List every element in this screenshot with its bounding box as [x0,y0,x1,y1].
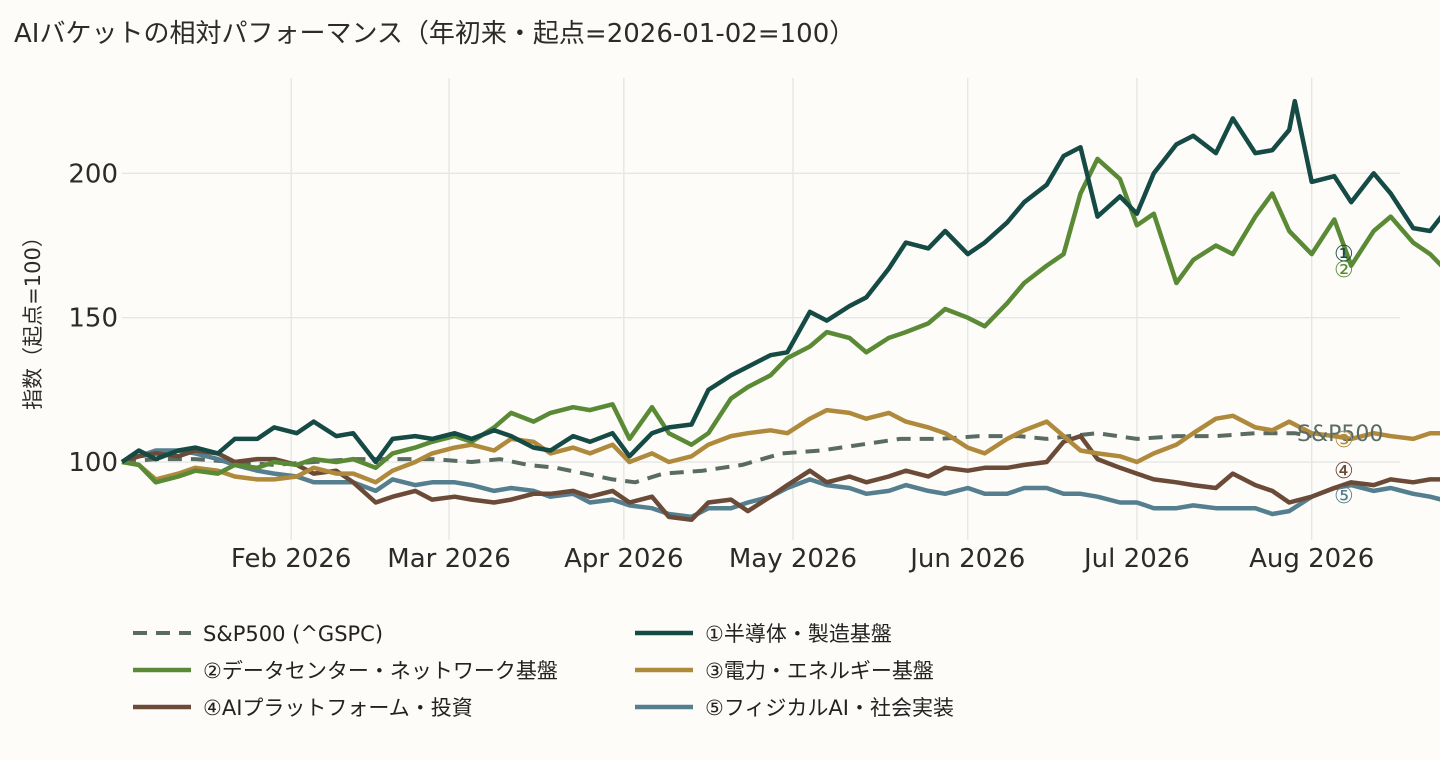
end-label-b2: ② [1334,258,1354,283]
end-labels: S&P500 ①② ③ ④⑤ [1297,242,1383,509]
legend-label: ③電力・エネルギー基盤 [705,659,934,683]
grid-lines [122,78,1400,540]
legend-item-b5[interactable]: ⑤フィジカルAI・社会実装 [635,696,954,720]
x-tick-label: Apr 2026 [564,544,683,574]
series-lines [120,98,1440,523]
legend-label: ②データセンター・ネットワーク基盤 [203,659,558,683]
series-line-b2 [121,156,1440,485]
end-label-b3: ③ [1334,428,1354,453]
end-label-b4: ④ [1334,459,1354,484]
series-line-b3 [121,407,1440,485]
chart-title: AIバケットの相対パフォーマンス（年初来・起点=2026-01-02=100） [14,19,855,49]
legend: S&P500 (^GSPC) ①半導体・製造基盤 ②データセンター・ネットワーク基盤… [133,622,954,720]
legend-label: ①半導体・製造基盤 [705,622,892,646]
legend-label: S&P500 (^GSPC) [203,622,383,646]
legend-item-b1[interactable]: ①半導体・製造基盤 [635,622,892,646]
end-label-sp500: S&P500 [1297,422,1383,447]
x-tick-label: Jun 2026 [908,544,1025,574]
x-tick-label: May 2026 [729,544,857,574]
y-tick-label: 200 [68,159,118,189]
x-tick-label: Feb 2026 [231,544,351,574]
y-axis: 100 150 200 [68,159,118,478]
series-line-b1 [120,98,1440,465]
legend-item-b2[interactable]: ②データセンター・ネットワーク基盤 [133,659,558,683]
x-tick-label: Jul 2026 [1082,544,1190,574]
legend-label: ④AIプラットフォーム・投資 [203,696,473,720]
series-line-b4 [121,433,1440,523]
legend-item-b4[interactable]: ④AIプラットフォーム・投資 [133,696,473,720]
y-tick-label: 150 [68,304,118,334]
y-tick-label: 100 [68,448,118,478]
end-label-b1: ① [1334,242,1354,267]
x-tick-label: Mar 2026 [387,544,511,574]
legend-label: ⑤フィジカルAI・社会実装 [705,696,954,720]
legend-item-b3[interactable]: ③電力・エネルギー基盤 [635,659,934,683]
legend-item-sp500[interactable]: S&P500 (^GSPC) [133,622,383,646]
end-label-b5: ⑤ [1334,484,1354,509]
x-tick-label: Aug 2026 [1249,544,1374,574]
y-axis-label: 指数（起点=100） [21,226,45,410]
x-axis: Feb 2026 Mar 2026 Apr 2026 May 2026 Jun 2026… [231,544,1374,574]
